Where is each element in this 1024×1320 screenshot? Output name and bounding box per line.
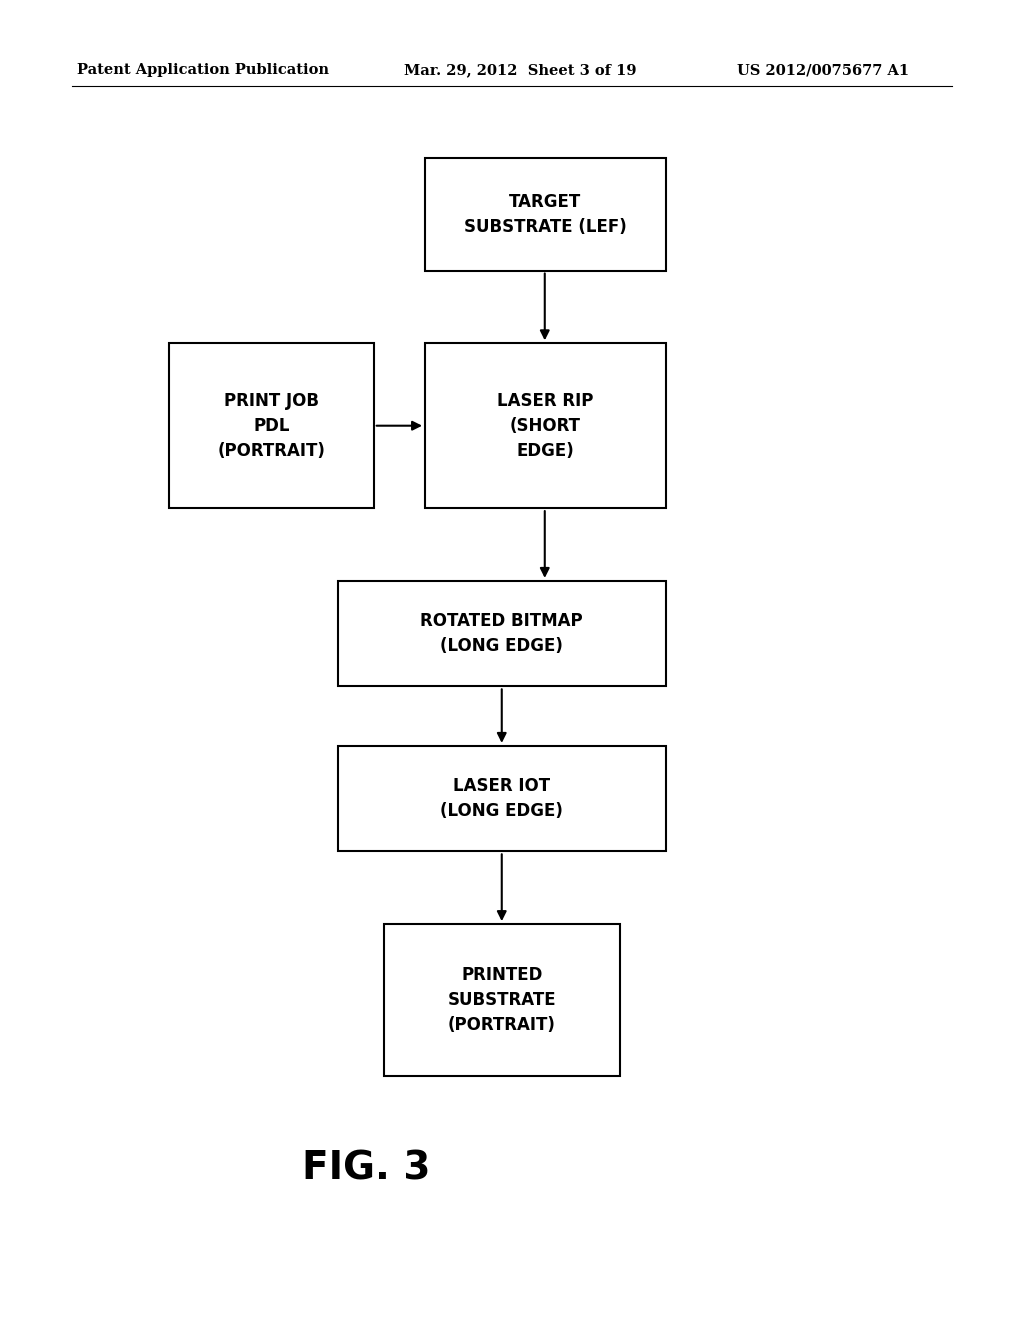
- Text: US 2012/0075677 A1: US 2012/0075677 A1: [737, 63, 909, 78]
- Text: PRINT JOB
PDL
(PORTRAIT): PRINT JOB PDL (PORTRAIT): [217, 392, 326, 459]
- Bar: [338, 746, 666, 851]
- Text: Patent Application Publication: Patent Application Publication: [77, 63, 329, 78]
- Bar: [425, 158, 666, 271]
- Text: LASER RIP
(SHORT
EDGE): LASER RIP (SHORT EDGE): [497, 392, 594, 459]
- Text: Mar. 29, 2012  Sheet 3 of 19: Mar. 29, 2012 Sheet 3 of 19: [404, 63, 637, 78]
- Text: FIG. 3: FIG. 3: [302, 1150, 430, 1187]
- Text: LASER IOT
(LONG EDGE): LASER IOT (LONG EDGE): [440, 777, 563, 820]
- Text: TARGET
SUBSTRATE (LEF): TARGET SUBSTRATE (LEF): [464, 193, 627, 236]
- Bar: [384, 924, 620, 1076]
- Bar: [338, 581, 666, 686]
- Text: ROTATED BITMAP
(LONG EDGE): ROTATED BITMAP (LONG EDGE): [421, 612, 583, 655]
- Bar: [425, 343, 666, 508]
- Text: PRINTED
SUBSTRATE
(PORTRAIT): PRINTED SUBSTRATE (PORTRAIT): [447, 966, 556, 1034]
- Bar: [169, 343, 374, 508]
